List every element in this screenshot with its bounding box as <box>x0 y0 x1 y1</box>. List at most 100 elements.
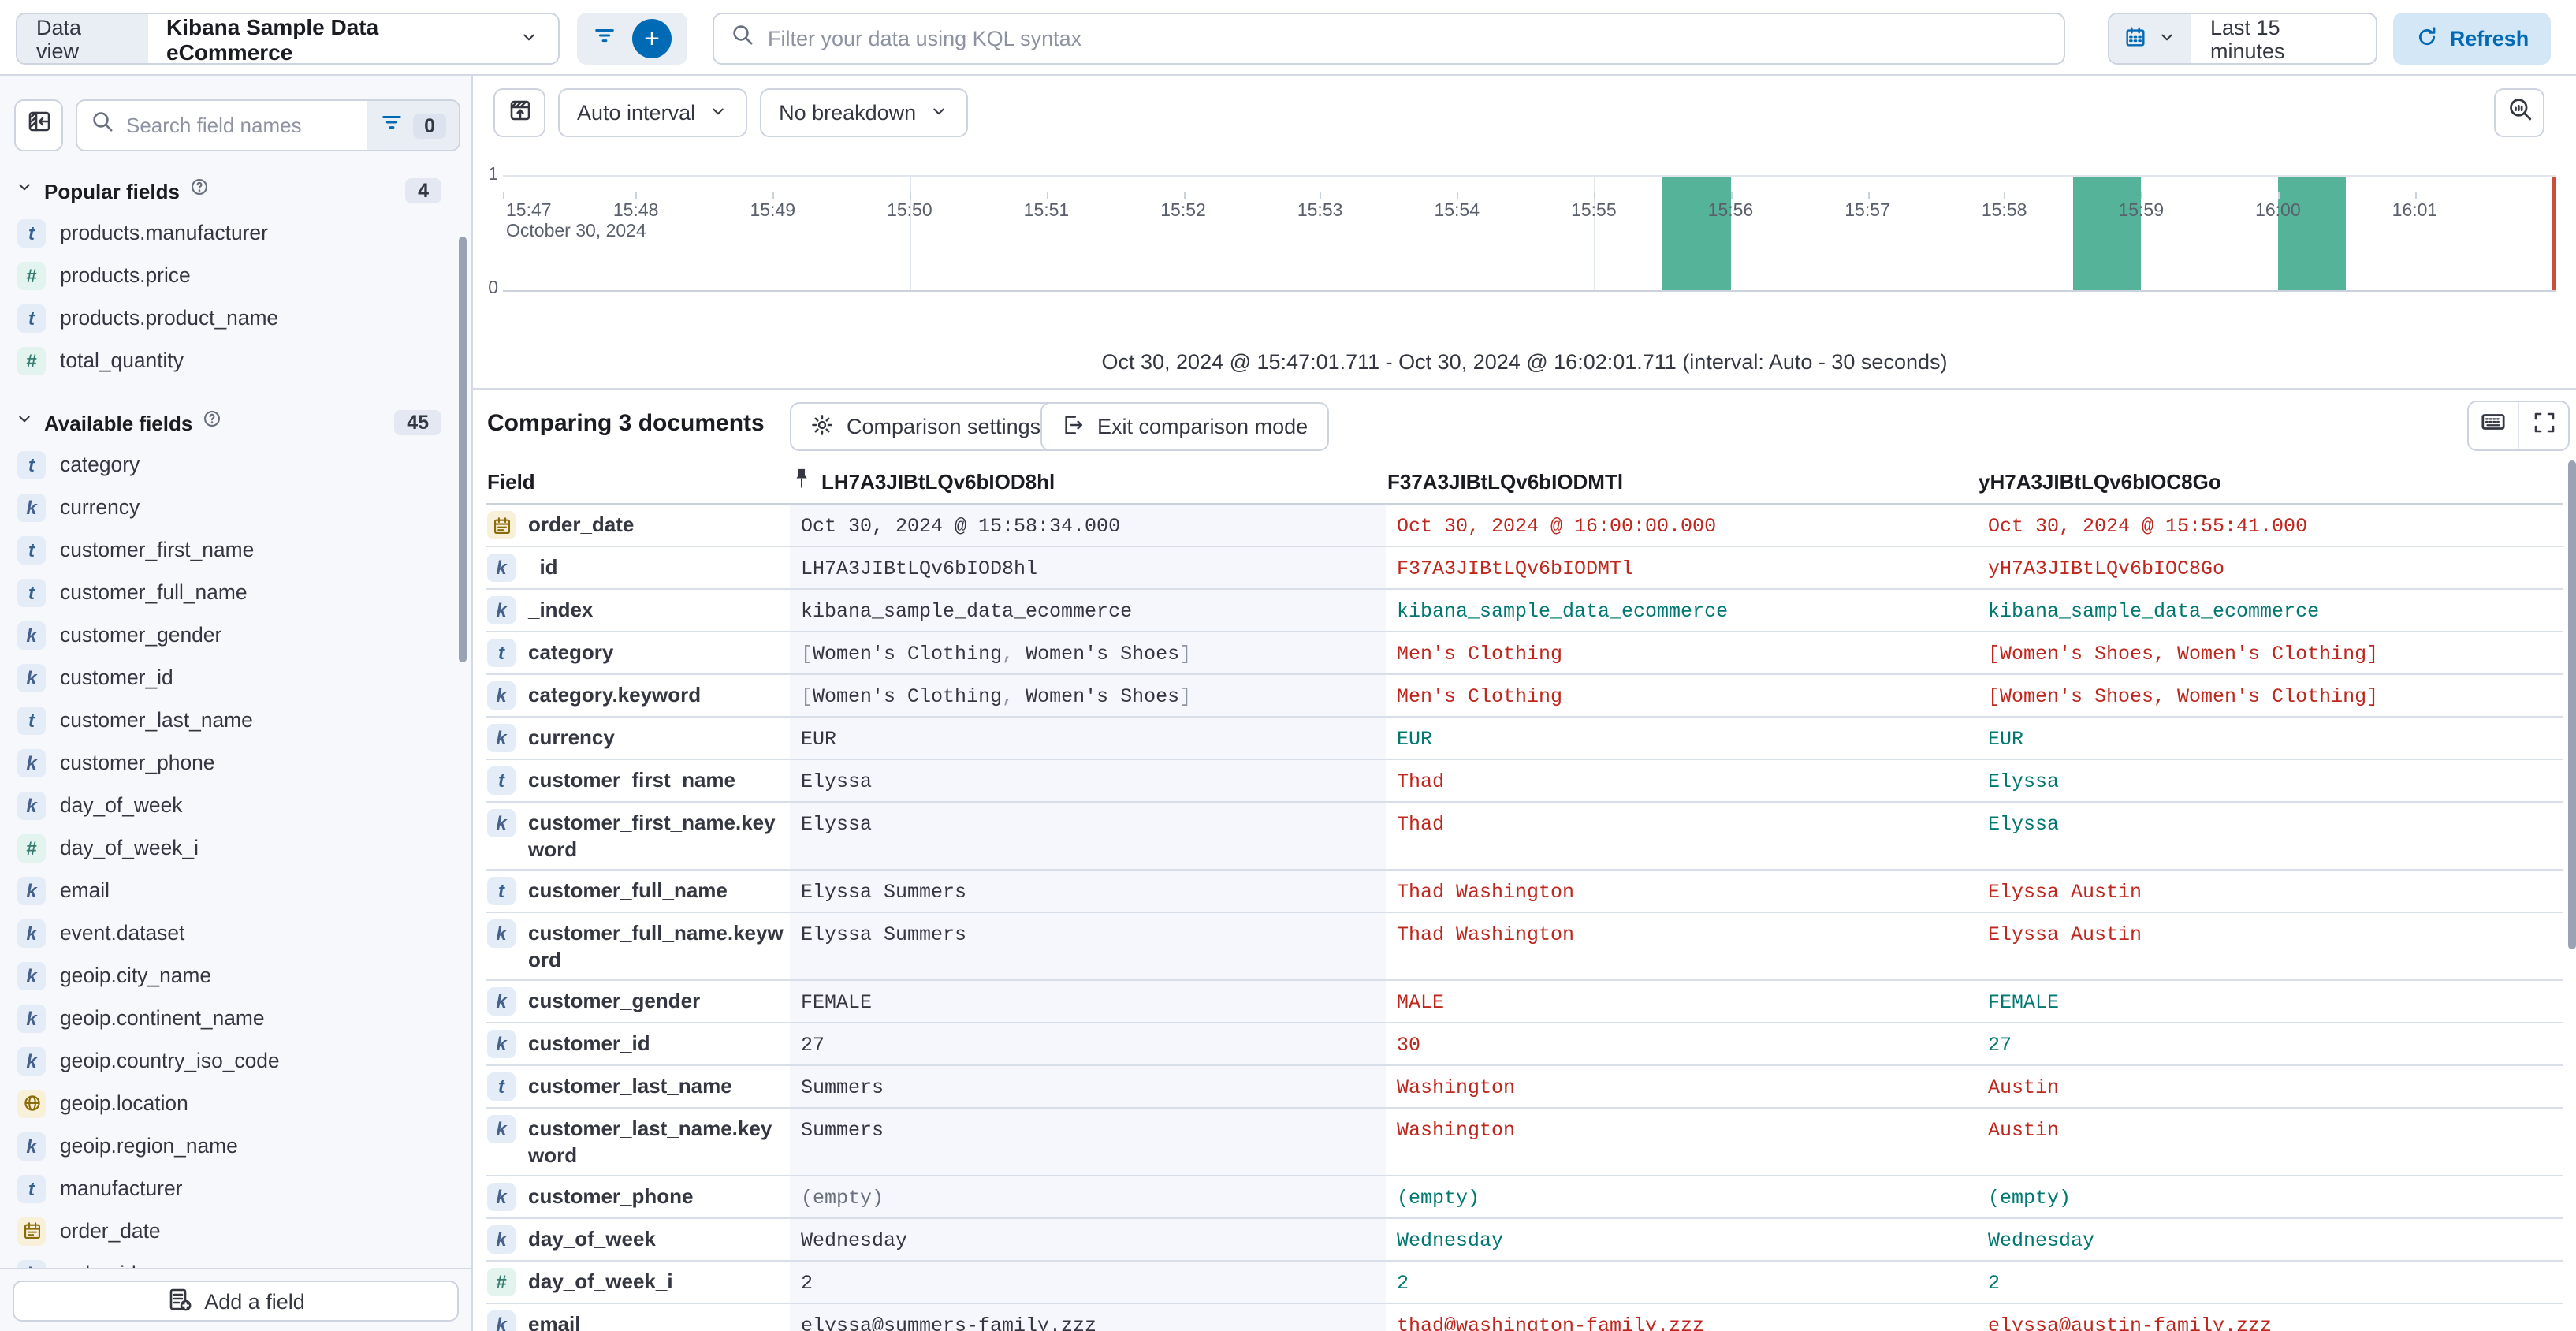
doc-value-cell: 2 <box>1988 1273 2001 1295</box>
sidebar-field-customer_phone[interactable]: k customer_phone <box>14 741 460 784</box>
time-range-value[interactable]: Last 15 minutes <box>2210 15 2285 62</box>
histogram-plot[interactable] <box>503 175 2556 292</box>
refresh-button[interactable]: Refresh <box>2393 13 2551 65</box>
data-view-label: Data view <box>17 14 147 63</box>
sidebar-field-email[interactable]: k email <box>14 869 460 912</box>
sidebar-field-products.price[interactable]: # products.price <box>14 254 460 296</box>
doc-value-cell: elyssa@austin-family.zzz <box>1988 1315 2273 1331</box>
doc-value-cell: thad@washington-family.zzz <box>1397 1315 1705 1331</box>
sidebar-field-geoip.city_name[interactable]: k geoip.city_name <box>14 954 460 997</box>
calendar-button[interactable] <box>2109 14 2191 63</box>
gear-icon <box>810 412 834 441</box>
pinned-doc-value-cell: kibana_sample_data_ecommerce <box>790 590 1386 631</box>
field-item-label: order_date <box>60 1219 161 1243</box>
available-fields-list: t category k currency t customer_first_name t c… <box>14 443 460 1268</box>
x-axis-tick <box>2141 192 2143 199</box>
filter-icon[interactable] <box>593 23 616 54</box>
sidebar-field-event.dataset[interactable]: k event.dataset <box>14 912 460 954</box>
popular-fields-header[interactable]: Popular fields 4 <box>14 170 460 211</box>
kql-search-bar[interactable] <box>713 13 2065 65</box>
sidebar-field-manufacturer[interactable]: t manufacturer <box>14 1167 460 1210</box>
field-lists: Popular fields 4 t products.manufacturer #… <box>0 167 460 1268</box>
field-filter-button[interactable]: 0 <box>367 101 459 150</box>
fullscreen-button[interactable] <box>2519 402 2568 449</box>
sidebar-field-day_of_week[interactable]: k day_of_week <box>14 784 460 826</box>
data-view-value-button[interactable]: Kibana Sample Data eCommerce <box>147 14 558 63</box>
current-time-marker <box>2552 177 2556 290</box>
table-scrollbar[interactable] <box>2568 460 2576 949</box>
hide-chart-button[interactable] <box>493 88 545 137</box>
data-view-picker[interactable]: Data view Kibana Sample Data eCommerce <box>16 13 560 65</box>
edit-visualization-button[interactable] <box>2494 88 2544 137</box>
sidebar-field-geoip.location[interactable]: geoip.location <box>14 1082 460 1124</box>
pinned-doc-value-cell: [Women's Clothing, Women's Shoes] <box>790 632 1386 673</box>
field-name-cell: k day_of_week <box>486 1219 790 1260</box>
chevron-down-icon <box>708 100 728 125</box>
doc-value-cell: Elyssa <box>1988 771 2060 793</box>
field-item-label: customer_full_name <box>60 580 248 604</box>
keyboard-shortcuts-button[interactable] <box>2469 402 2519 449</box>
sidebar-field-geoip.region_name[interactable]: k geoip.region_name <box>14 1124 460 1167</box>
field-item-label: geoip.continent_name <box>60 1006 265 1030</box>
doc-value-cell: 2 <box>1397 1273 1409 1295</box>
field-name-cell: k category.keyword <box>486 675 790 716</box>
sidebar-field-total_quantity[interactable]: # total_quantity <box>14 339 460 382</box>
breakdown-dropdown[interactable]: No breakdown <box>760 88 969 137</box>
time-picker[interactable]: Last 15 minutes <box>2108 13 2377 65</box>
doc-value-cell: [Women's Shoes, Women's Clothing] <box>1988 643 2379 666</box>
sidebar-field-day_of_week_i[interactable]: # day_of_week_i <box>14 826 460 869</box>
keyword-field-icon: k <box>17 876 46 904</box>
histogram-bar[interactable] <box>2277 177 2347 290</box>
pinned-doc-value-cell: [Women's Clothing, Women's Shoes] <box>790 675 1386 716</box>
sidebar-field-order_id[interactable]: k order_id <box>14 1252 460 1268</box>
doc-value-cell: EUR <box>1988 729 2024 751</box>
sidebar-field-order_date[interactable]: order_date <box>14 1210 460 1252</box>
histogram-bar[interactable] <box>2072 177 2142 290</box>
x-axis-tick-label: 15:57 <box>1845 202 1890 221</box>
doc-value-cell: EUR <box>1397 729 1433 751</box>
kql-search-input[interactable] <box>768 27 2048 50</box>
available-fields-count-badge: 45 <box>394 410 441 435</box>
text-field-icon: t <box>17 450 46 479</box>
collapse-sidebar-button[interactable] <box>14 99 63 151</box>
doc-column-header: yH7A3JIBtLQv6bIOC8Go <box>1979 469 2221 493</box>
sidebar-field-geoip.country_iso_code[interactable]: k geoip.country_iso_code <box>14 1039 460 1082</box>
doc-value-cell: F37A3JIBtLQv6bIODMTl <box>1397 558 1634 580</box>
field-name-cell: order_date <box>486 505 790 546</box>
sidebar-field-customer_full_name[interactable]: t customer_full_name <box>14 571 460 613</box>
pinned-doc-value-cell: Oct 30, 2024 @ 15:58:34.000 <box>790 505 1386 546</box>
keyword-field-icon: k <box>487 1115 516 1143</box>
sidebar-field-customer_last_name[interactable]: t customer_last_name <box>14 699 460 741</box>
sidebar-field-customer_first_name[interactable]: t customer_first_name <box>14 528 460 571</box>
text-field-icon: t <box>17 578 46 606</box>
top-bar: Data view Kibana Sample Data eCommerce +… <box>0 0 2576 76</box>
sidebar-field-geoip.continent_name[interactable]: k geoip.continent_name <box>14 997 460 1039</box>
doc-value-cell: (empty) <box>1988 1187 2072 1210</box>
sidebar-field-currency[interactable]: k currency <box>14 486 460 528</box>
sidebar-field-products.manufacturer[interactable]: t products.manufacturer <box>14 211 460 254</box>
sidebar-scrollbar[interactable] <box>459 237 467 662</box>
histogram-bar[interactable] <box>1662 177 1731 290</box>
doc-value-cell: Thad <box>1397 771 1445 793</box>
add-field-button[interactable]: Add a field <box>13 1281 459 1322</box>
exit-comparison-button[interactable]: Exit comparison mode <box>1040 402 1329 451</box>
interval-dropdown[interactable]: Auto interval <box>558 88 748 137</box>
question-circle-icon <box>189 177 210 205</box>
field-search-input[interactable] <box>126 114 368 137</box>
keyword-field-icon: k <box>487 1030 516 1058</box>
sidebar-field-category[interactable]: t category <box>14 443 460 486</box>
add-filter-button[interactable]: + <box>632 19 672 58</box>
x-axis-tick-label: 16:00 <box>2255 202 2301 221</box>
sidebar-field-customer_gender[interactable]: k customer_gender <box>14 613 460 656</box>
field-search-control[interactable]: 0 <box>76 99 460 151</box>
x-axis-tick <box>503 192 504 199</box>
sidebar-field-products.product_name[interactable]: t products.product_name <box>14 296 460 339</box>
popular-fields-count-badge: 4 <box>405 178 441 203</box>
comparison-settings-button[interactable]: Comparison settings <box>790 402 1062 451</box>
pinned-doc-value-cell: Elyssa Summers <box>790 871 1386 912</box>
table-row-customer_first_name.keyword: k customer_first_name.keyword Elyssa Thad El… <box>486 803 2563 871</box>
sidebar-field-customer_id[interactable]: k customer_id <box>14 656 460 699</box>
x-axis-date-label: October 30, 2024 <box>506 222 646 241</box>
x-axis-tick <box>2414 192 2417 199</box>
available-fields-header[interactable]: Available fields 45 <box>14 402 460 443</box>
